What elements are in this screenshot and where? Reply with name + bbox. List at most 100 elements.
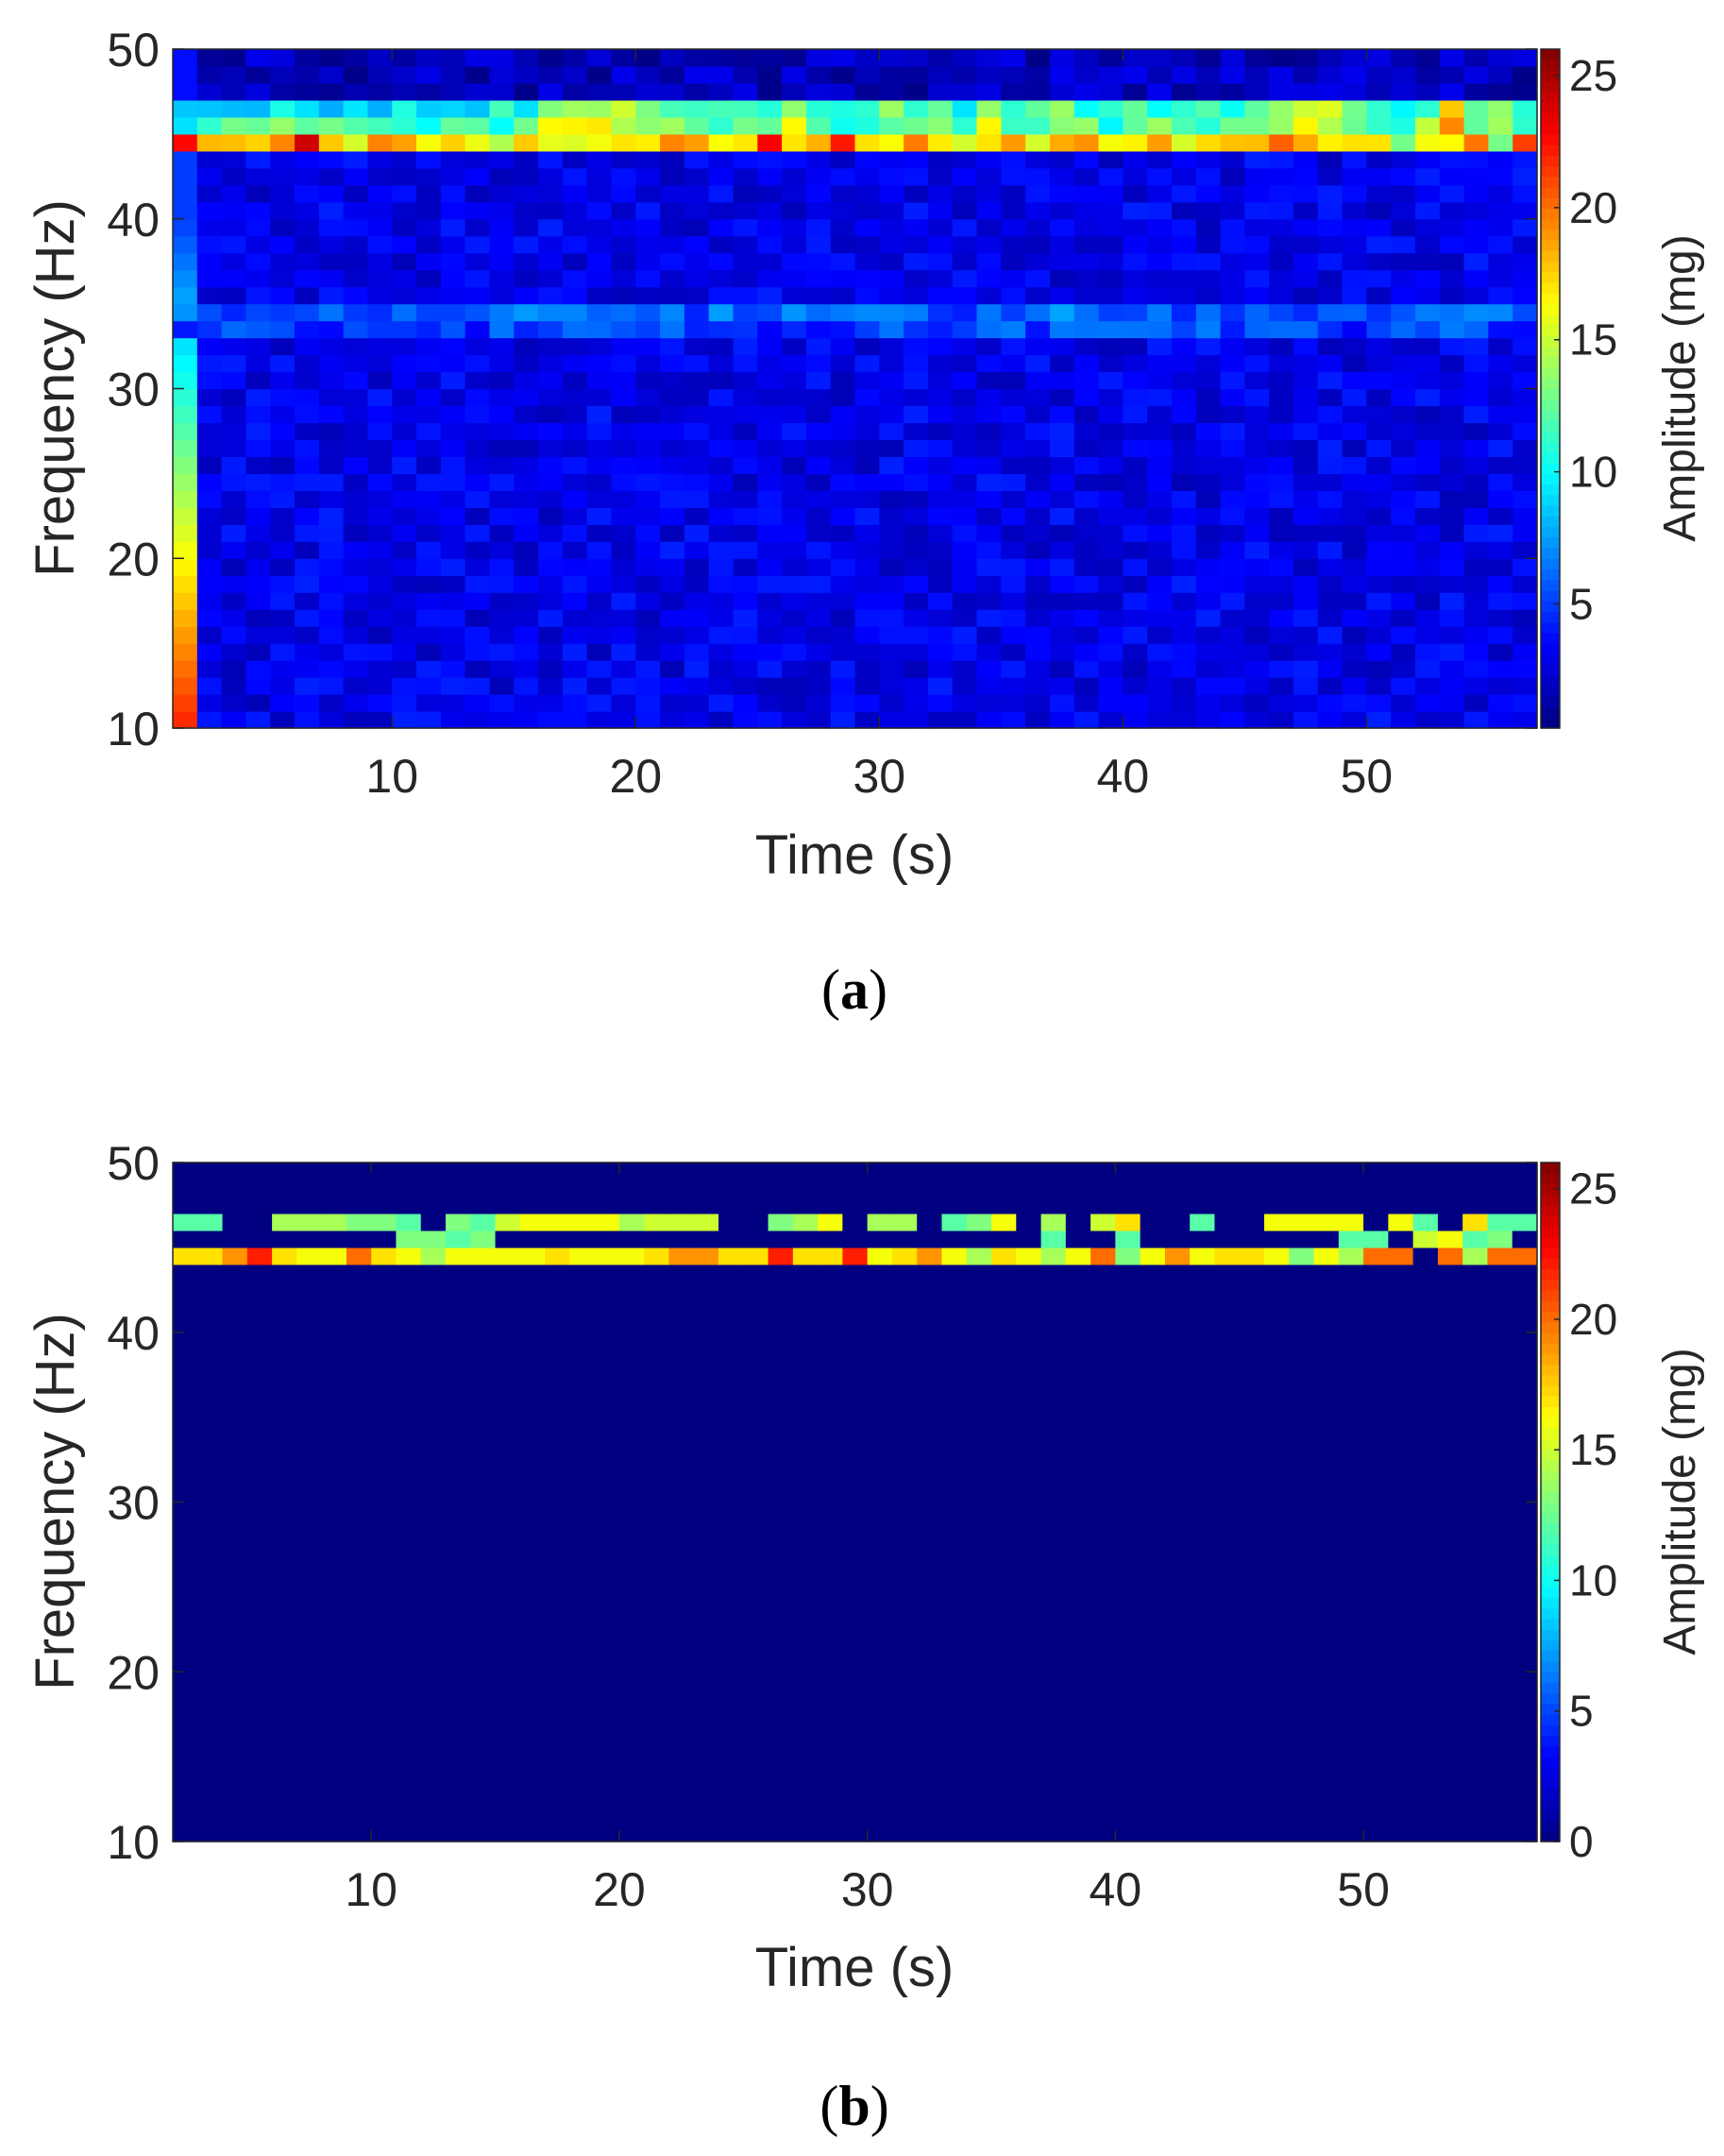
heatmap-cell [1487,1196,1513,1214]
heatmap-cell [1338,1230,1364,1248]
heatmap-cell [396,1502,422,1520]
heatmap-cell [1439,269,1465,288]
heatmap-cell [830,507,856,525]
heatmap-cell [1412,1281,1439,1299]
heatmap-cell [1366,541,1392,559]
heatmap-cell [618,1706,645,1723]
heatmap-cell [917,1230,943,1248]
heatmap-cell [1487,1638,1513,1655]
heatmap-cell [586,303,613,322]
heatmap-cell [1293,82,1319,101]
heatmap-cell [1289,1638,1315,1655]
colorbar-segment [1541,1215,1560,1227]
x-tick-label: 30 [841,1863,894,1916]
heatmap-cell [644,1553,670,1570]
heatmap-cell [991,1332,1017,1350]
heatmap-cell [1463,354,1489,373]
heatmap-cell [991,1706,1017,1723]
heatmap-cell [757,405,783,424]
heatmap-cell [693,1179,719,1197]
heatmap-cell [1040,1536,1067,1554]
heatmap-cell [1264,1791,1290,1808]
heatmap-cell [519,1298,546,1316]
heatmap-cell [1342,303,1367,322]
heatmap-cell [495,1808,521,1825]
heatmap-cell [1388,1332,1414,1350]
heatmap-cell [1512,1281,1538,1299]
heatmap-cell [465,422,491,441]
heatmap-cell [270,660,296,678]
heatmap-cell [197,1723,224,1740]
heatmap-cell [221,388,247,407]
heatmap-cell [1512,1332,1538,1350]
heatmap-cell [684,371,710,390]
heatmap-cell [976,575,1002,593]
heatmap-cell [1293,524,1319,542]
heatmap-cell [440,167,466,186]
heatmap-cell [941,1179,968,1197]
heatmap-cell [346,1621,372,1638]
heatmap-cell [842,1808,869,1825]
heatmap-cell [197,1706,224,1723]
heatmap-cell [465,150,491,169]
heatmap-cell [743,1655,769,1672]
heatmap-cell [392,371,417,390]
heatmap-cell [295,303,320,322]
heatmap-cell [221,184,247,203]
heatmap-cell [618,1774,645,1791]
heatmap-cell [1391,694,1416,712]
heatmap-cell [296,1672,323,1689]
heatmap-cell [514,150,539,169]
heatmap-cell [594,1757,620,1774]
heatmap-cell [1366,116,1392,135]
heatmap-cell [1065,1400,1091,1418]
heatmap-cell [1388,1230,1414,1248]
heatmap-cell [1073,354,1100,373]
heatmap-cell [1289,1502,1315,1520]
heatmap-cell [270,626,296,644]
heatmap-cell [1313,1434,1340,1452]
heatmap-cell [1488,541,1513,559]
heatmap-cell [1412,1468,1439,1486]
heatmap-cell [538,65,564,84]
heatmap-cell [618,1604,645,1621]
heatmap-cell [668,1723,695,1740]
heatmap-cell [420,1774,447,1791]
heatmap-cell [1437,1468,1463,1486]
heatmap-cell [1488,626,1513,644]
heatmap-cell [1065,1621,1091,1638]
heatmap-cell [1214,1230,1241,1248]
heatmap-cell [495,1281,521,1299]
heatmap-cell [1264,1621,1290,1638]
heatmap-cell [296,1400,323,1418]
heatmap-cell [879,643,904,661]
heatmap-cell [538,439,564,457]
heatmap-cell [1488,133,1513,152]
heatmap-cell [618,1485,645,1503]
heatmap-cell [1123,65,1148,84]
heatmap-cell [1140,1400,1166,1418]
heatmap-cell [420,1332,447,1350]
heatmap-cell [586,286,613,305]
heatmap-cell [562,609,588,627]
heatmap-cell [416,456,442,474]
heatmap-cell [668,1163,695,1180]
heatmap-cell [470,1366,497,1384]
heatmap-cell [1342,337,1367,356]
heatmap-cell [272,1163,297,1180]
heatmap-cell [718,1536,744,1554]
heatmap-cell [1195,626,1222,644]
heatmap-cell [991,1672,1017,1689]
heatmap-cell [1025,235,1051,254]
heatmap-cell [1388,1638,1414,1655]
heatmap-cell [1338,1553,1364,1570]
colorbar-segment [1541,1163,1560,1174]
heatmap-cell [296,1315,323,1333]
heatmap-cell [1289,1740,1315,1757]
heatmap-cell [245,49,271,67]
heatmap-cell [196,405,223,424]
heatmap-cell [1366,184,1392,203]
heatmap-cell [1164,1570,1191,1587]
heatmap-cell [569,1383,596,1401]
heatmap-cell [367,303,393,322]
